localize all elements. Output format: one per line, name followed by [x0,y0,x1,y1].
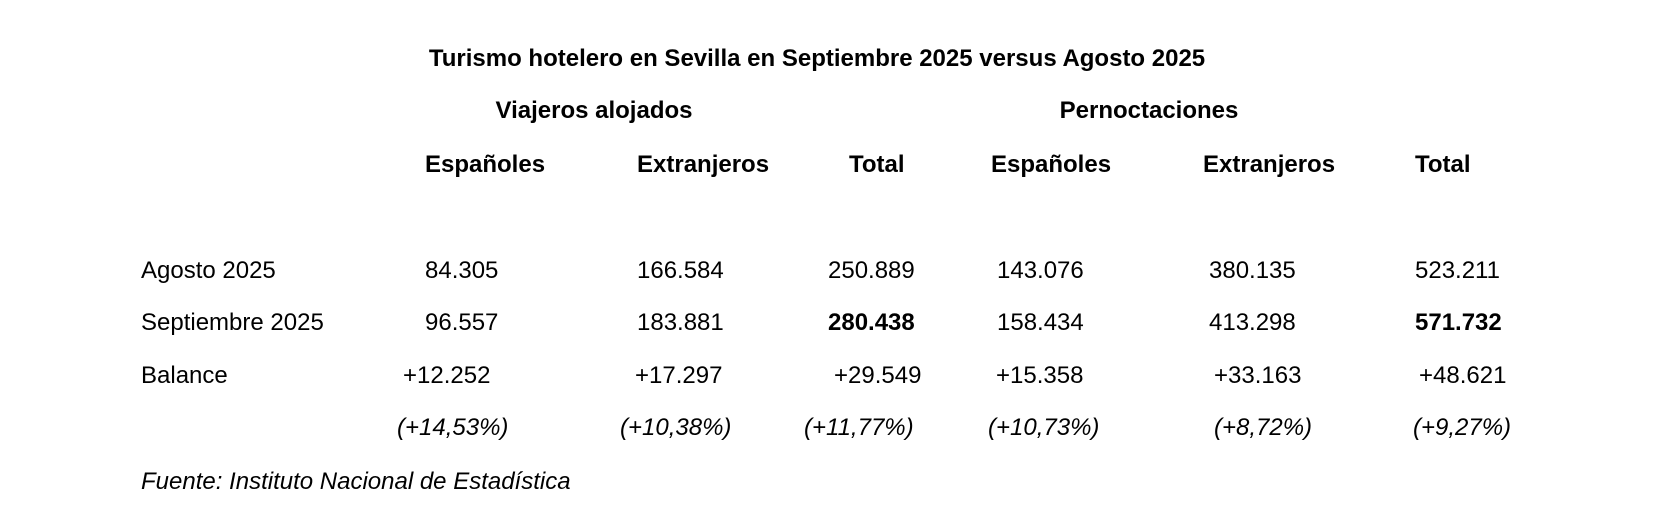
cell: +33.163 [1214,362,1302,389]
title: Turismo hotelero en Sevilla en Septiembr… [428,45,1206,72]
row-label: Balance [141,362,228,389]
column-header: Extranjeros [1203,151,1336,178]
row-label: Agosto 2025 [141,257,276,284]
cell: +12.252 [403,362,491,389]
cell: +48.621 [1419,362,1507,389]
cell: 96.557 [425,309,499,336]
row-label: Septiembre 2025 [141,309,324,336]
column-header: Españoles [425,151,546,178]
percentage: (+10,38%) [620,414,732,441]
cell: 571.732 [1415,309,1502,336]
percentage: (+14,53%) [397,414,509,441]
cell: 250.889 [828,257,915,284]
group-header: Pernoctaciones [1059,97,1239,124]
percentage: (+11,77%) [804,414,914,441]
source: Fuente: Instituto Nacional de Estadístic… [141,468,571,495]
cell: 84.305 [425,257,499,284]
cell: +29.549 [834,362,922,389]
percentage: (+10,73%) [988,414,1100,441]
cell: 143.076 [997,257,1084,284]
column-header: Total [849,151,905,178]
column-header: Españoles [991,151,1112,178]
percentage: (+9,27%) [1413,414,1512,441]
percentage: (+8,72%) [1214,414,1313,441]
column-header: Total [1415,151,1471,178]
column-header: Extranjeros [637,151,770,178]
cell: 166.584 [637,257,724,284]
cell: 280.438 [828,309,915,336]
cell: +15.358 [996,362,1084,389]
cell: +17.297 [635,362,723,389]
cell: 413.298 [1209,309,1296,336]
cell: 158.434 [997,309,1084,336]
group-header: Viajeros alojados [495,97,693,124]
cell: 380.135 [1209,257,1296,284]
cell: 523.211 [1415,257,1500,284]
cell: 183.881 [637,309,724,336]
